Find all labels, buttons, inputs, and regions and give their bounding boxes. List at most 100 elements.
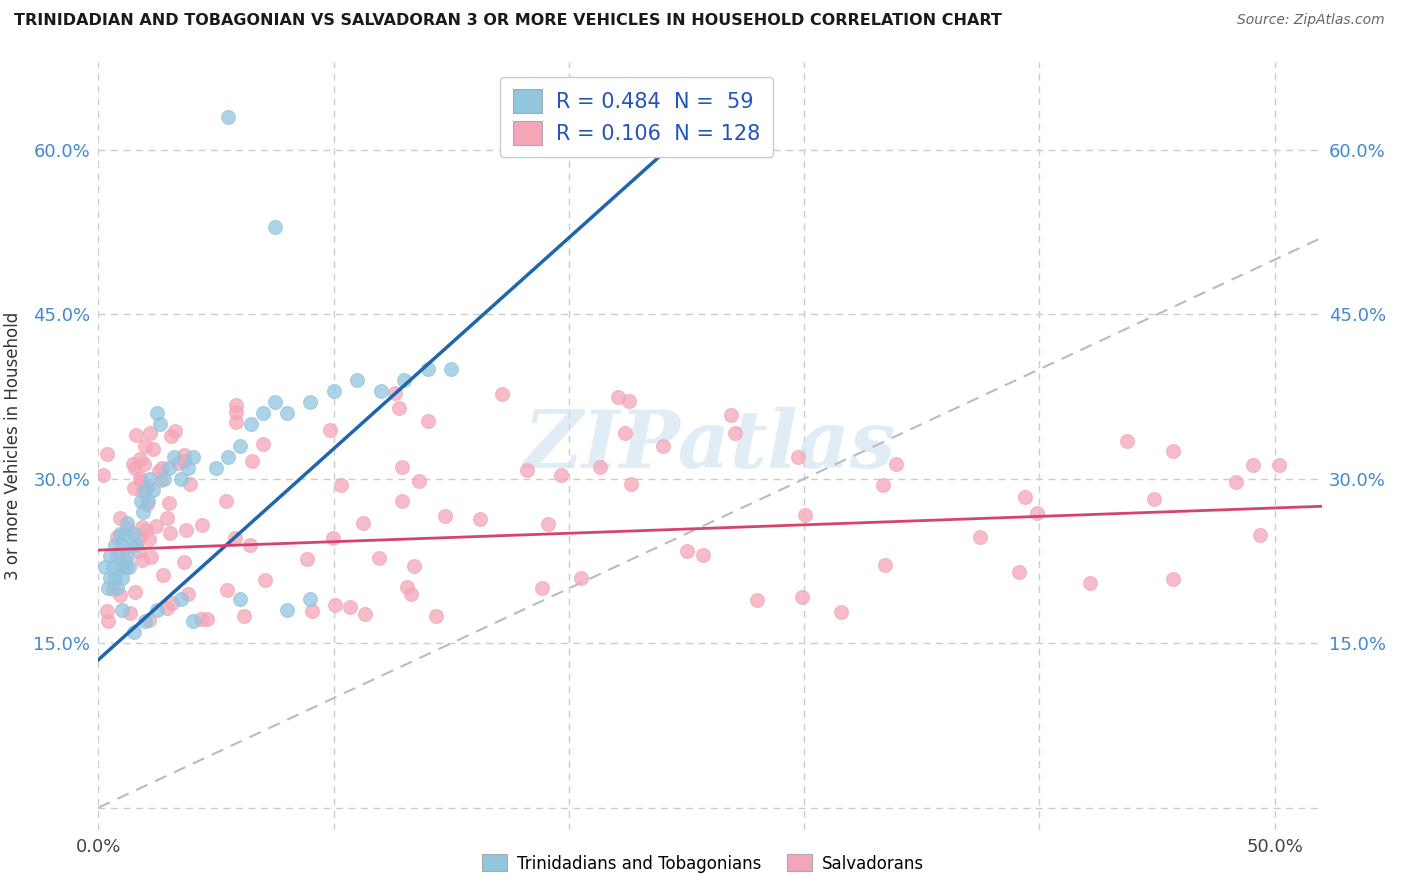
Point xyxy=(114,553,136,567)
Point xyxy=(252,406,274,420)
Point xyxy=(1078,575,1101,590)
Point xyxy=(96,447,118,461)
Point xyxy=(115,521,138,535)
Point xyxy=(181,450,204,464)
Point xyxy=(232,608,254,623)
Point xyxy=(101,559,124,574)
Point xyxy=(156,511,179,525)
Point xyxy=(135,524,157,538)
Point xyxy=(569,571,592,585)
Point xyxy=(252,437,274,451)
Legend: Trinidadians and Tobagonians, Salvadorans: Trinidadians and Tobagonians, Salvadoran… xyxy=(475,847,931,880)
Point xyxy=(614,425,637,440)
Point xyxy=(166,457,188,471)
Point xyxy=(149,417,172,431)
Point xyxy=(720,409,742,423)
Point xyxy=(139,550,162,565)
Point xyxy=(124,481,146,495)
Text: Source: ZipAtlas.com: Source: ZipAtlas.com xyxy=(1237,13,1385,28)
Point xyxy=(91,468,114,483)
Point xyxy=(129,493,152,508)
Point xyxy=(138,613,160,627)
Point xyxy=(1007,565,1029,579)
Point xyxy=(104,570,127,584)
Point xyxy=(886,457,908,471)
Point xyxy=(589,459,612,474)
Point xyxy=(225,415,247,429)
Point xyxy=(1249,527,1271,541)
Point xyxy=(139,472,162,486)
Point xyxy=(440,362,463,376)
Point xyxy=(391,459,413,474)
Point xyxy=(157,461,180,475)
Point xyxy=(299,592,322,607)
Point xyxy=(319,423,342,437)
Point xyxy=(148,464,170,478)
Point xyxy=(141,483,163,497)
Point xyxy=(101,582,124,596)
Point xyxy=(239,538,262,552)
Point xyxy=(118,559,141,574)
Point xyxy=(104,538,127,552)
Point xyxy=(179,477,201,491)
Point xyxy=(170,472,193,486)
Point xyxy=(150,473,173,487)
Point xyxy=(491,387,513,401)
Point xyxy=(190,518,212,533)
Point xyxy=(129,475,152,489)
Point xyxy=(111,547,134,561)
Point xyxy=(111,538,134,552)
Point xyxy=(276,406,298,420)
Point xyxy=(322,384,344,399)
Point xyxy=(1116,434,1139,449)
Point xyxy=(112,559,135,574)
Point xyxy=(215,493,238,508)
Point xyxy=(105,549,128,563)
Point xyxy=(299,395,322,409)
Point xyxy=(177,587,200,601)
Point xyxy=(1026,506,1049,520)
Point xyxy=(215,583,238,598)
Point xyxy=(416,413,439,427)
Point xyxy=(120,538,142,552)
Point xyxy=(404,558,426,573)
Point xyxy=(384,385,406,400)
Point xyxy=(139,425,162,440)
Point xyxy=(111,570,134,584)
Point xyxy=(295,551,318,566)
Point xyxy=(370,384,392,399)
Point xyxy=(724,426,747,441)
Point xyxy=(173,555,195,569)
Point xyxy=(225,398,247,412)
Point xyxy=(652,439,675,453)
Point xyxy=(224,531,246,545)
Point xyxy=(170,592,193,607)
Point xyxy=(94,559,117,574)
Point xyxy=(138,533,160,547)
Point xyxy=(1225,475,1247,490)
Point xyxy=(875,558,897,572)
Point xyxy=(136,493,159,508)
Point xyxy=(173,448,195,462)
Point xyxy=(346,373,368,387)
Point xyxy=(160,429,183,443)
Point xyxy=(790,591,813,605)
Point xyxy=(131,553,153,567)
Point xyxy=(969,530,991,544)
Point xyxy=(110,589,132,603)
Point xyxy=(747,593,769,607)
Point xyxy=(152,568,174,582)
Point xyxy=(1161,572,1184,586)
Point xyxy=(254,573,277,587)
Point xyxy=(395,580,418,594)
Point xyxy=(115,549,138,563)
Point xyxy=(145,518,167,533)
Point xyxy=(98,549,121,563)
Point xyxy=(391,494,413,508)
Point xyxy=(135,480,157,494)
Point xyxy=(692,548,714,562)
Legend: R = 0.484  N =  59, R = 0.106  N = 128: R = 0.484 N = 59, R = 0.106 N = 128 xyxy=(501,77,773,157)
Point xyxy=(416,362,439,376)
Point xyxy=(159,525,181,540)
Point xyxy=(134,439,156,453)
